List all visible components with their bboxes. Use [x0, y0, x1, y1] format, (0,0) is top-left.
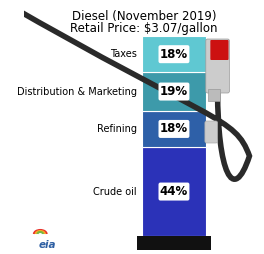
Text: Taxes: Taxes: [110, 49, 137, 59]
FancyBboxPatch shape: [210, 40, 229, 60]
Text: 18%: 18%: [160, 48, 188, 61]
Bar: [142, 111, 206, 147]
Bar: [142, 72, 206, 111]
Bar: [142, 36, 206, 72]
Text: Retail Price: $3.07/gallon: Retail Price: $3.07/gallon: [70, 22, 218, 35]
FancyBboxPatch shape: [158, 183, 190, 201]
FancyBboxPatch shape: [158, 120, 190, 138]
Text: 19%: 19%: [160, 85, 188, 98]
Text: eia: eia: [39, 240, 56, 250]
Text: 18%: 18%: [160, 122, 188, 135]
Text: Crude oil: Crude oil: [93, 186, 137, 197]
FancyBboxPatch shape: [205, 121, 218, 143]
Bar: [208, 89, 220, 101]
Text: Distribution & Marketing: Distribution & Marketing: [17, 87, 137, 97]
Bar: [137, 236, 211, 250]
FancyBboxPatch shape: [158, 45, 190, 63]
Bar: [142, 147, 206, 236]
FancyBboxPatch shape: [206, 39, 229, 93]
Text: 44%: 44%: [160, 185, 188, 198]
Text: Refining: Refining: [97, 124, 137, 134]
FancyBboxPatch shape: [158, 83, 190, 101]
Text: Diesel (November 2019): Diesel (November 2019): [72, 10, 216, 23]
